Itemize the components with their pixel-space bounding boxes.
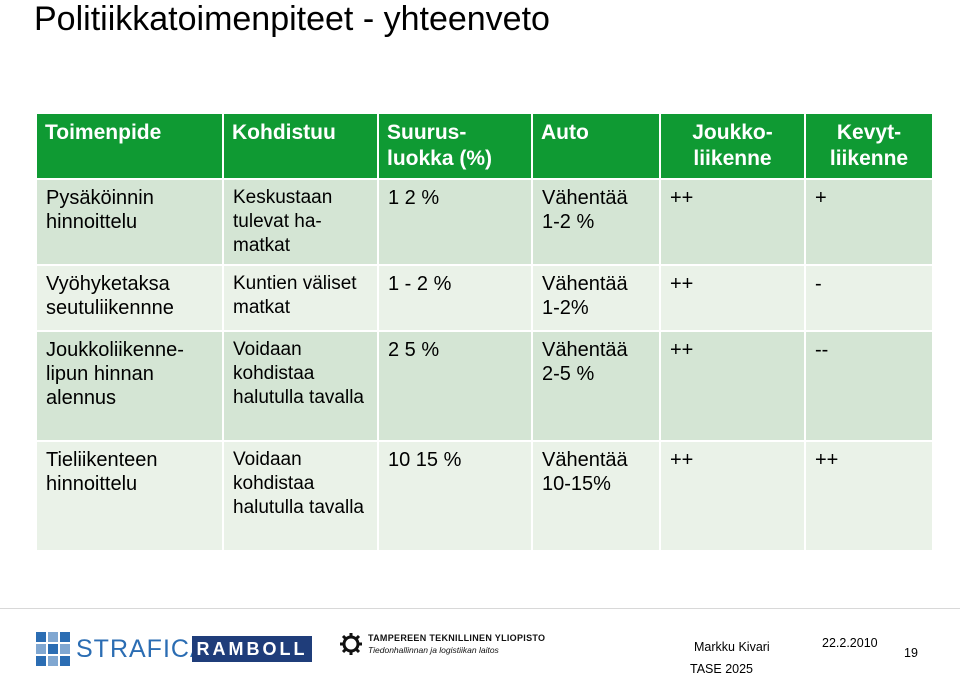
- strafica-logo: STRAFICA: [36, 632, 208, 666]
- slide-title: Politiikkatoimenpiteet - yhteenveto: [34, 0, 550, 38]
- cell-auto: Vähentää 2-5 %: [533, 332, 659, 440]
- table-row: Vyöhyketaksa seutuliikennne Kuntien väli…: [37, 266, 932, 330]
- cell-kohdistuu: Keskustaan tulevat ha- matkat: [224, 180, 377, 264]
- footer-author: Markku Kivari: [694, 640, 770, 654]
- header-toimenpide: Toimenpide: [37, 114, 222, 178]
- cell-kohdistuu: Kuntien väliset matkat: [224, 266, 377, 330]
- cell-suuruusluokka: 1 - 2 %: [379, 266, 531, 330]
- table-header-row: Toimenpide Kohdistuu Suurus- luokka (%) …: [37, 114, 932, 178]
- header-kohdistuu: Kohdistuu: [224, 114, 377, 178]
- cell-joukkoliikenne: ++: [661, 332, 804, 440]
- cell-toimenpide: Joukkoliikenne- lipun hinnan alennus: [37, 332, 222, 440]
- header-suuruusluokka: Suurus- luokka (%): [379, 114, 531, 178]
- cell-joukkoliikenne: ++: [661, 266, 804, 330]
- table-row: Tieliikenteen hinnoittelu Voidaan kohdis…: [37, 442, 932, 550]
- cell-joukkoliikenne: ++: [661, 442, 804, 550]
- table-row: Joukkoliikenne- lipun hinnan alennus Voi…: [37, 332, 932, 440]
- tty-name: TAMPEREEN TEKNILLINEN YLIOPISTO: [368, 633, 546, 643]
- header-joukkoliikenne: Joukko- liikenne: [661, 114, 804, 178]
- summary-table: Toimenpide Kohdistuu Suurus- luokka (%) …: [35, 112, 934, 552]
- cell-auto: Vähentää 1-2%: [533, 266, 659, 330]
- footer-divider: [0, 608, 960, 609]
- footer-date: 22.2.2010: [822, 636, 878, 650]
- cell-suuruusluokka: 1 2 %: [379, 180, 531, 264]
- header-kevytliikenne: Kevyt- liikenne: [806, 114, 932, 178]
- cell-kevytliikenne: -: [806, 266, 932, 330]
- cell-kohdistuu: Voidaan kohdistaa halutulla tavalla: [224, 332, 377, 440]
- strafica-mark-icon: [36, 632, 70, 666]
- table-row: Pysäköinnin hinnoittelu Keskustaan tulev…: [37, 180, 932, 264]
- page-number: 19: [904, 646, 918, 660]
- cell-kevytliikenne: ++: [806, 442, 932, 550]
- footer-event: TASE 2025: [690, 662, 754, 676]
- cell-auto: Vähentää 10-15%: [533, 442, 659, 550]
- cell-toimenpide: Tieliikenteen hinnoittelu: [37, 442, 222, 550]
- cell-joukkoliikenne: ++: [661, 180, 804, 264]
- gear-icon: [340, 633, 362, 655]
- cell-kevytliikenne: +: [806, 180, 932, 264]
- cell-auto: Vähentää 1-2 %: [533, 180, 659, 264]
- ramboll-logo: RAMBOLL: [192, 636, 312, 662]
- cell-kohdistuu: Voidaan kohdistaa halutulla tavalla: [224, 442, 377, 550]
- tty-logo: TAMPEREEN TEKNILLINEN YLIOPISTO Tiedonha…: [340, 633, 545, 655]
- header-auto: Auto: [533, 114, 659, 178]
- cell-toimenpide: Vyöhyketaksa seutuliikennne: [37, 266, 222, 330]
- strafica-wordmark: STRAFICA: [76, 634, 208, 663]
- tty-department: Tiedonhallinnan ja logistiikan laitos: [368, 645, 499, 655]
- cell-kevytliikenne: --: [806, 332, 932, 440]
- cell-toimenpide: Pysäköinnin hinnoittelu: [37, 180, 222, 264]
- cell-suuruusluokka: 2 5 %: [379, 332, 531, 440]
- cell-suuruusluokka: 10 15 %: [379, 442, 531, 550]
